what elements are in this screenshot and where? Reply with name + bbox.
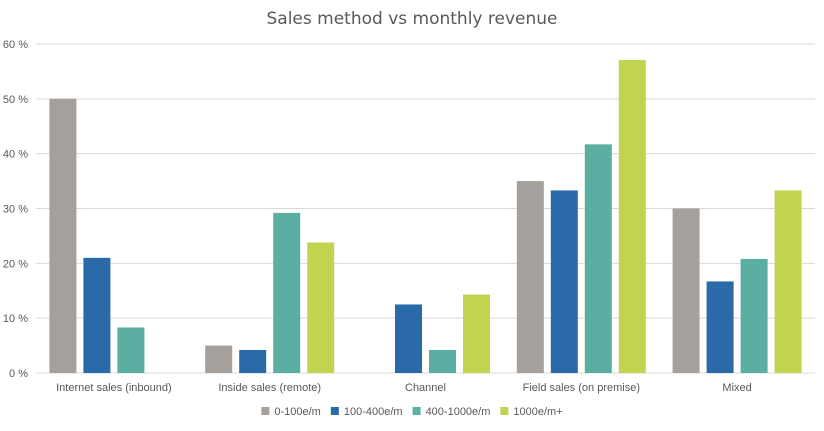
bars: [49, 59, 802, 373]
y-tick-label: 20 %: [3, 258, 28, 270]
legend-label: 1000e/m+: [513, 406, 562, 418]
x-category-label: Mixed: [722, 382, 751, 394]
x-category-label: Channel: [405, 382, 446, 394]
chart-title: Sales method vs monthly revenue: [267, 9, 558, 29]
legend-label: 400-1000e/m: [426, 406, 491, 418]
y-tick-label: 40 %: [3, 149, 28, 161]
bar-400-1000e-m-2: [429, 349, 456, 373]
bar-0-100e-m-0: [49, 98, 77, 373]
y-tick-label: 10 %: [3, 313, 28, 325]
bar-400-1000e-m-0: [117, 327, 145, 373]
y-tick-label: 0 %: [9, 368, 28, 380]
bar-0-100e-m-1: [205, 345, 233, 373]
y-tick-label: 60 %: [3, 39, 28, 51]
bar-0-100e-m-4: [672, 208, 700, 373]
bar-100-400e-m-2: [395, 304, 422, 373]
y-tick-label: 30 %: [3, 204, 28, 216]
bar-400-1000e-m-3: [584, 144, 612, 373]
bar-100-400e-m-3: [550, 190, 578, 373]
legend-label: 0-100e/m: [274, 406, 320, 418]
legend-item: 1000e/m+: [500, 406, 563, 418]
legend: 0-100e/m 100-400e/m 400-1000e/m 1000e/m+: [261, 406, 563, 418]
x-axis-categories: Internet sales (inbound) Inside sales (re…: [56, 382, 752, 394]
legend-item: 400-1000e/m: [412, 406, 491, 418]
y-axis-ticks: 0 % 10 % 20 % 30 % 40 % 50 % 60 %: [3, 39, 28, 380]
legend-item: 0-100e/m: [261, 406, 321, 418]
legend-swatch: [500, 407, 509, 415]
bar-400-1000e-m-1: [273, 212, 301, 373]
x-category-label: Internet sales (inbound): [56, 382, 172, 394]
legend-swatch: [330, 407, 339, 415]
bar-1000e-m--1: [307, 242, 335, 373]
bar-1000e-m--2: [463, 294, 490, 373]
legend-swatch: [412, 407, 421, 415]
bar-400-1000e-m-4: [740, 258, 768, 373]
x-category-label: Inside sales (remote): [218, 382, 321, 394]
grid-layer: [36, 43, 815, 374]
bar-100-400e-m-0: [83, 257, 111, 373]
legend-item: 100-400e/m: [330, 406, 403, 418]
bar-0-100e-m-3: [516, 181, 544, 373]
x-category-label: Field sales (on premise): [523, 382, 640, 394]
bar-100-400e-m-4: [706, 281, 734, 373]
bar-100-400e-m-1: [239, 349, 267, 373]
bar-1000e-m--3: [618, 59, 646, 373]
bar-1000e-m--4: [774, 190, 802, 373]
legend-label: 100-400e/m: [344, 406, 403, 418]
y-tick-label: 50 %: [3, 94, 28, 106]
legend-swatch: [261, 407, 270, 415]
